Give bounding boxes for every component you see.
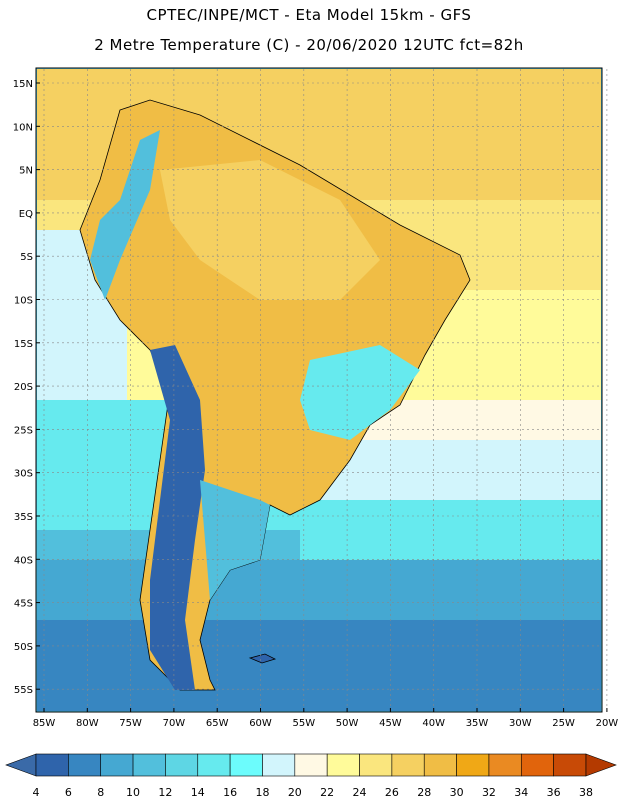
lat-label: 10N	[13, 122, 33, 133]
lat-label: 5N	[19, 166, 33, 177]
colorbar-tick-label: 22	[320, 786, 334, 799]
lat-label: 55S	[14, 685, 33, 696]
colorbar-tick-label: 12	[158, 786, 172, 799]
colorbar: 4 6 8 10 12 14 16 18 20 22 24 26 28 30 32 34 36 38	[5, 753, 617, 799]
colorbar-bin	[100, 753, 134, 777]
amazon-warm-region	[160, 160, 380, 300]
colorbar-tick-label: 14	[191, 786, 205, 799]
colorbar-tick-label: 8	[97, 786, 104, 799]
colorbar-bin	[229, 753, 263, 777]
lat-label: 50S	[14, 642, 33, 653]
lat-label: 15N	[13, 79, 33, 90]
lon-label: 85W	[33, 718, 56, 729]
colorbar-bin	[68, 753, 102, 777]
band-south-coldest	[37, 620, 601, 711]
lat-label: 40S	[14, 555, 33, 566]
colorbar-tick-label: 6	[65, 786, 72, 799]
colorbar-bin	[488, 753, 522, 777]
colorbar-arrow-low	[5, 753, 37, 777]
colorbar-bin	[262, 753, 296, 777]
longitude-labels: 85W 80W 75W 70W 65W 60W 55W 50W 45W 40W 35W 30W 25W 2…	[33, 718, 618, 729]
colorbar-bin	[197, 753, 231, 777]
colorbar-tick-label: 10	[126, 786, 140, 799]
lon-label: 65W	[206, 718, 229, 729]
colorbar-tick-label: 4	[33, 786, 40, 799]
lon-label: 75W	[119, 718, 142, 729]
lon-label: 80W	[76, 718, 99, 729]
colorbar-bin	[553, 753, 587, 777]
colorbar-tick-label: 32	[482, 786, 496, 799]
lon-label: 70W	[163, 718, 186, 729]
lat-label: 35S	[14, 512, 33, 523]
lon-label: 40W	[422, 718, 445, 729]
lat-label: 20S	[14, 382, 33, 393]
andes-north-cool	[90, 130, 160, 300]
colorbar-bin	[35, 753, 69, 777]
lat-label: 15S	[14, 339, 33, 350]
brazil-southeast-cool	[300, 345, 420, 440]
colorbar-tick-label: 24	[353, 786, 367, 799]
colorbar-tick-label: 36	[547, 786, 561, 799]
lat-label: 25S	[14, 425, 33, 436]
colorbar-tick-label: 34	[514, 786, 528, 799]
colorbar-bin	[326, 753, 360, 777]
colorbar-bin	[132, 753, 166, 777]
graticule	[36, 69, 608, 712]
colorbar-bin	[165, 753, 199, 777]
colorbar-tick-label: 38	[579, 786, 593, 799]
colorbar-bin	[359, 753, 393, 777]
colorbar-tick-label: 18	[255, 786, 269, 799]
chart-title-line1: CPTEC/INPE/MCT - Eta Model 15km - GFS	[146, 6, 472, 24]
lon-label: 55W	[292, 718, 315, 729]
colorbar-bin	[423, 753, 457, 777]
band-south-cold	[37, 560, 601, 620]
colorbar-tick-label: 30	[450, 786, 464, 799]
lon-label: 35W	[466, 718, 489, 729]
colorbar-bin	[520, 753, 554, 777]
latitude-labels: 15N 10N 5N EQ 5S 10S 15S 20S 25S 30S 35S 40S 45S 50S 5…	[13, 79, 33, 696]
colorbar-tick-label: 16	[223, 786, 237, 799]
chart-title-line2: 2 Metre Temperature (C) - 20/06/2020 12U…	[94, 36, 524, 54]
lat-label: EQ	[19, 209, 33, 220]
lon-label: 45W	[379, 718, 402, 729]
falkland-islands	[248, 653, 277, 664]
lat-label: 5S	[20, 252, 33, 263]
lat-label: 10S	[14, 296, 33, 307]
colorbar-tick-label: 28	[417, 786, 431, 799]
colorbar-tick-label: 20	[288, 786, 302, 799]
band-atlantic-cold	[300, 500, 601, 560]
colorbar-bin	[456, 753, 490, 777]
lon-label: 20W	[596, 718, 618, 729]
lon-label: 50W	[336, 718, 359, 729]
lon-label: 25W	[552, 718, 575, 729]
colorbar-bin	[391, 753, 425, 777]
lon-label: 60W	[249, 718, 272, 729]
andes-cool-region	[150, 345, 205, 690]
colorbar-tick-label: 26	[385, 786, 399, 799]
lat-label: 45S	[14, 599, 33, 610]
lat-label: 30S	[14, 469, 33, 480]
colorbar-bin	[294, 753, 328, 777]
lon-label: 30W	[509, 718, 532, 729]
colorbar-arrow-high	[585, 753, 617, 777]
